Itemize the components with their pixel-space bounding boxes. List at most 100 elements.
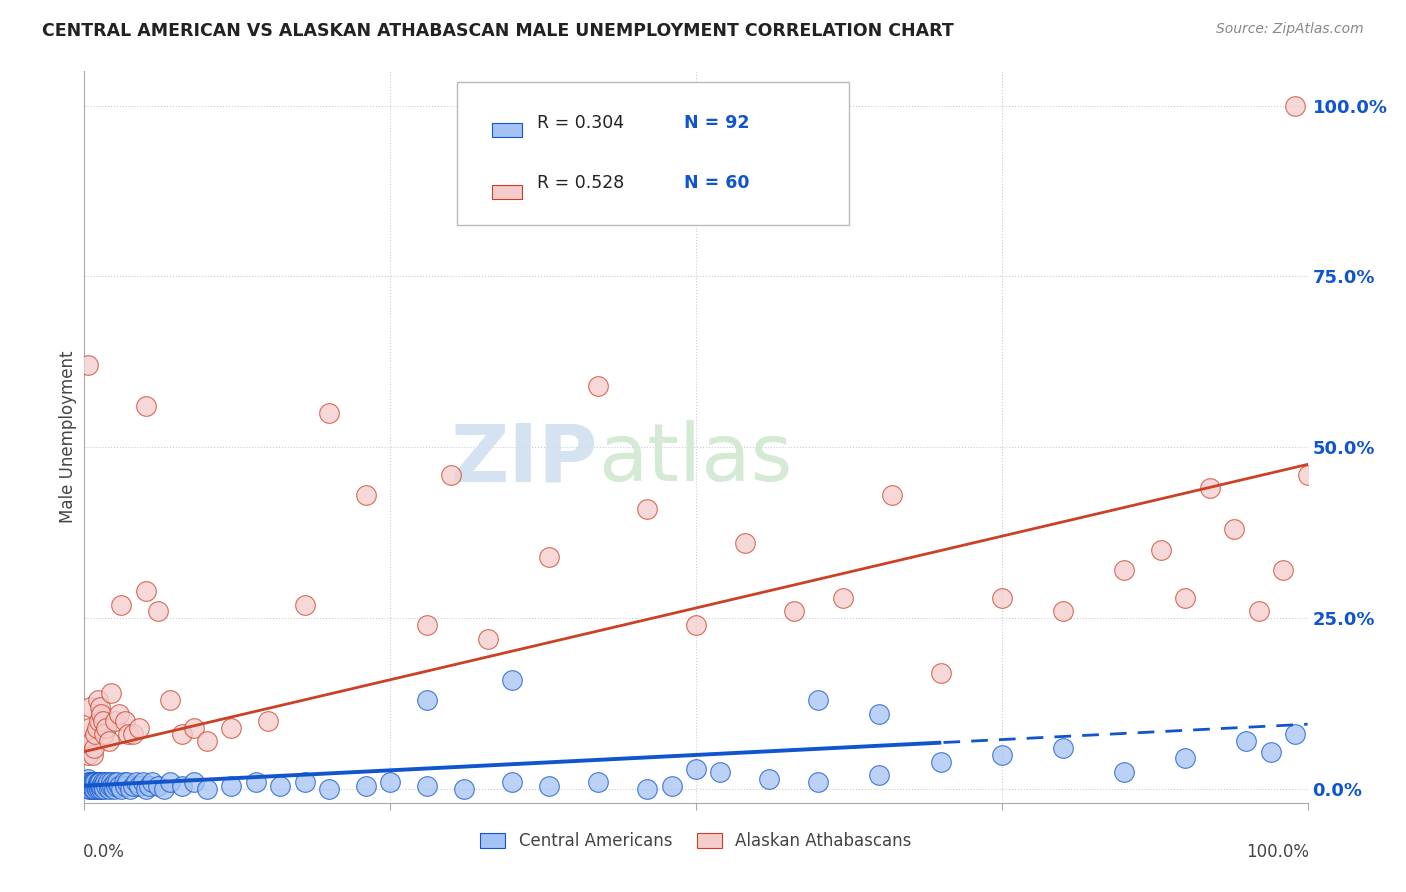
Point bbox=[1150, 542, 1173, 557]
Point bbox=[172, 727, 194, 741]
Point bbox=[104, 775, 127, 789]
Point bbox=[77, 782, 100, 797]
Point bbox=[84, 775, 107, 789]
Point bbox=[97, 734, 120, 748]
Point bbox=[89, 779, 111, 793]
Point bbox=[991, 591, 1014, 605]
Point bbox=[219, 779, 242, 793]
Point bbox=[453, 782, 475, 797]
Point bbox=[77, 775, 100, 789]
Point bbox=[734, 536, 756, 550]
Legend: Central Americans, Alaskan Athabascans: Central Americans, Alaskan Athabascans bbox=[474, 825, 918, 856]
Point bbox=[1174, 751, 1197, 765]
Point bbox=[100, 686, 122, 700]
Point bbox=[1296, 467, 1319, 482]
Point bbox=[538, 549, 561, 564]
Point bbox=[82, 747, 104, 762]
Point bbox=[1174, 591, 1197, 605]
Point bbox=[135, 583, 157, 598]
Point bbox=[636, 782, 658, 797]
Point bbox=[477, 632, 499, 646]
Point bbox=[90, 782, 112, 797]
Point bbox=[195, 734, 218, 748]
Point bbox=[86, 782, 108, 797]
Point bbox=[880, 488, 903, 502]
Point bbox=[153, 782, 176, 797]
Point bbox=[636, 501, 658, 516]
Point bbox=[183, 775, 205, 789]
Point bbox=[114, 779, 136, 793]
Point bbox=[1260, 745, 1282, 759]
Point bbox=[80, 779, 103, 793]
Point bbox=[101, 779, 124, 793]
Text: ZIP: ZIP bbox=[451, 420, 598, 498]
Point bbox=[110, 598, 132, 612]
Point bbox=[440, 467, 463, 482]
Point bbox=[1284, 98, 1306, 112]
Point bbox=[195, 782, 218, 797]
Point bbox=[118, 782, 141, 797]
Text: R = 0.528: R = 0.528 bbox=[537, 174, 624, 192]
Point bbox=[87, 775, 110, 789]
Point bbox=[87, 779, 110, 793]
Point bbox=[146, 604, 169, 618]
Point bbox=[110, 782, 132, 797]
Point bbox=[807, 775, 830, 789]
Point bbox=[318, 782, 340, 797]
Point bbox=[1114, 563, 1136, 577]
Point bbox=[502, 673, 524, 687]
Point bbox=[783, 604, 806, 618]
Point bbox=[685, 762, 707, 776]
Point bbox=[114, 714, 136, 728]
Point bbox=[104, 714, 127, 728]
Point bbox=[97, 782, 120, 797]
FancyBboxPatch shape bbox=[492, 122, 522, 137]
Point bbox=[82, 775, 104, 789]
Point bbox=[115, 775, 138, 789]
Point bbox=[159, 775, 181, 789]
Point bbox=[219, 721, 242, 735]
Point bbox=[100, 775, 122, 789]
Point bbox=[76, 775, 98, 789]
Point bbox=[112, 775, 135, 789]
Point bbox=[294, 598, 316, 612]
Point bbox=[80, 734, 103, 748]
Point bbox=[122, 727, 145, 741]
Point bbox=[1052, 741, 1074, 756]
Point bbox=[869, 768, 891, 782]
Text: R = 0.304: R = 0.304 bbox=[537, 113, 624, 131]
Point bbox=[117, 727, 139, 741]
Point bbox=[685, 618, 707, 632]
Point bbox=[105, 779, 128, 793]
Point bbox=[245, 775, 267, 789]
Point bbox=[128, 721, 150, 735]
Point bbox=[93, 727, 115, 741]
Point bbox=[1272, 563, 1295, 577]
Point bbox=[80, 775, 103, 789]
Point bbox=[77, 359, 100, 373]
Text: Source: ZipAtlas.com: Source: ZipAtlas.com bbox=[1216, 22, 1364, 37]
Point bbox=[1114, 765, 1136, 780]
Point bbox=[84, 727, 107, 741]
Point bbox=[83, 775, 105, 789]
Point bbox=[87, 714, 110, 728]
Point bbox=[1198, 481, 1220, 495]
Point bbox=[91, 779, 114, 793]
Point bbox=[869, 706, 891, 721]
Point bbox=[1247, 604, 1270, 618]
Point bbox=[502, 775, 524, 789]
Text: 100.0%: 100.0% bbox=[1246, 843, 1309, 861]
Point bbox=[107, 779, 129, 793]
Point bbox=[380, 775, 402, 789]
Point bbox=[90, 779, 112, 793]
Point bbox=[77, 747, 100, 762]
Point bbox=[183, 721, 205, 735]
Point bbox=[83, 741, 105, 756]
Point bbox=[86, 779, 108, 793]
Point bbox=[416, 779, 439, 793]
Point bbox=[96, 779, 118, 793]
Point bbox=[416, 693, 439, 707]
Point bbox=[89, 700, 111, 714]
Point bbox=[758, 772, 780, 786]
Point bbox=[79, 700, 101, 714]
